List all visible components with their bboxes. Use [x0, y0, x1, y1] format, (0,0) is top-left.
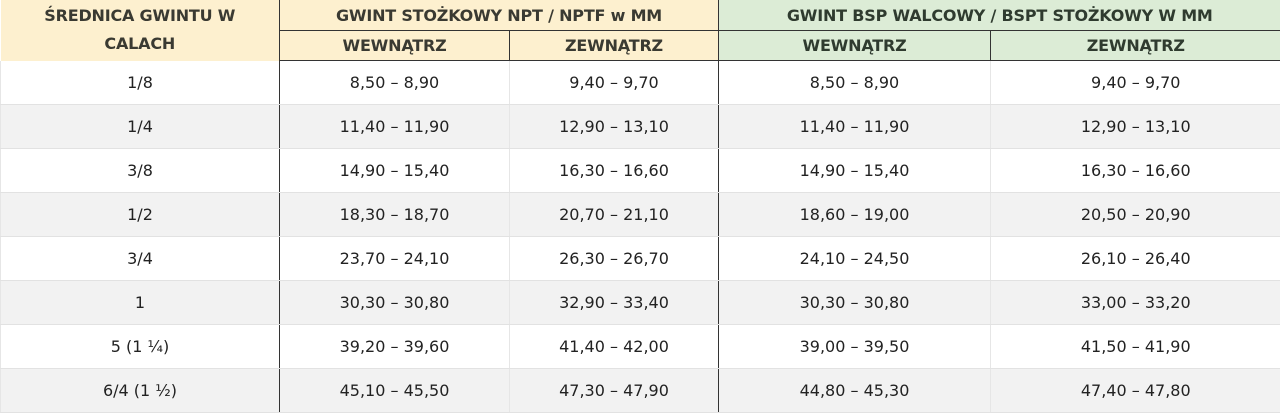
npt-inner-cell: 45,10 – 45,50: [280, 369, 510, 413]
npt-inner-cell: 39,20 – 39,60: [280, 325, 510, 369]
size-cell: 5 (1 ¼): [1, 325, 280, 369]
npt-inner-cell: 11,40 – 11,90: [280, 105, 510, 149]
npt-inner-cell: 23,70 – 24,10: [280, 237, 510, 281]
bsp-inner-cell: 30,30 – 30,80: [719, 281, 991, 325]
bsp-outer-cell: 33,00 – 33,20: [991, 281, 1280, 325]
bsp-outer-cell: 9,40 – 9,70: [991, 61, 1280, 105]
npt-group-header: GWINT STOŻKOWY NPT / NPTF w MM: [280, 0, 719, 31]
bsp-outer-cell: 20,50 – 20,90: [991, 193, 1280, 237]
npt-inner-cell: 8,50 – 8,90: [280, 61, 510, 105]
npt-outer-cell: 9,40 – 9,70: [510, 61, 719, 105]
bsp-inner-cell: 18,60 – 19,00: [719, 193, 991, 237]
npt-inner-cell: 18,30 – 18,70: [280, 193, 510, 237]
npt-outer-cell: 26,30 – 26,70: [510, 237, 719, 281]
bsp-outer-header: ZEWNĄTRZ: [991, 31, 1280, 61]
npt-outer-cell: 32,90 – 33,40: [510, 281, 719, 325]
bsp-outer-cell: 26,10 – 26,40: [991, 237, 1280, 281]
npt-outer-header: ZEWNĄTRZ: [510, 31, 719, 61]
npt-inner-cell: 30,30 – 30,80: [280, 281, 510, 325]
bsp-inner-cell: 8,50 – 8,90: [719, 61, 991, 105]
bsp-outer-cell: 41,50 – 41,90: [991, 325, 1280, 369]
npt-inner-cell: 14,90 – 15,40: [280, 149, 510, 193]
size-cell: 3/4: [1, 237, 280, 281]
bsp-group-header: GWINT BSP WALCOWY / BSPT STOŻKOWY W MM: [719, 0, 1280, 31]
bsp-inner-cell: 14,90 – 15,40: [719, 149, 991, 193]
size-cell: 1/2: [1, 193, 280, 237]
diameter-header: ŚREDNICA GWINTU W CALACH: [1, 0, 280, 61]
bsp-inner-cell: 24,10 – 24,50: [719, 237, 991, 281]
size-cell: 1/8: [1, 61, 280, 105]
npt-outer-cell: 41,40 – 42,00: [510, 325, 719, 369]
npt-outer-cell: 20,70 – 21,10: [510, 193, 719, 237]
bsp-outer-cell: 16,30 – 16,60: [991, 149, 1280, 193]
bsp-outer-cell: 47,40 – 47,80: [991, 369, 1280, 413]
bsp-inner-header: WEWNĄTRZ: [719, 31, 991, 61]
npt-outer-cell: 12,90 – 13,10: [510, 105, 719, 149]
npt-outer-cell: 16,30 – 16,60: [510, 149, 719, 193]
npt-outer-cell: 47,30 – 47,90: [510, 369, 719, 413]
size-cell: 1: [1, 281, 280, 325]
size-cell: 6/4 (1 ½): [1, 369, 280, 413]
bsp-inner-cell: 11,40 – 11,90: [719, 105, 991, 149]
bsp-outer-cell: 12,90 – 13,10: [991, 105, 1280, 149]
npt-inner-header: WEWNĄTRZ: [280, 31, 510, 61]
size-cell: 3/8: [1, 149, 280, 193]
bsp-inner-cell: 39,00 – 39,50: [719, 325, 991, 369]
bsp-inner-cell: 44,80 – 45,30: [719, 369, 991, 413]
size-cell: 1/4: [1, 105, 280, 149]
